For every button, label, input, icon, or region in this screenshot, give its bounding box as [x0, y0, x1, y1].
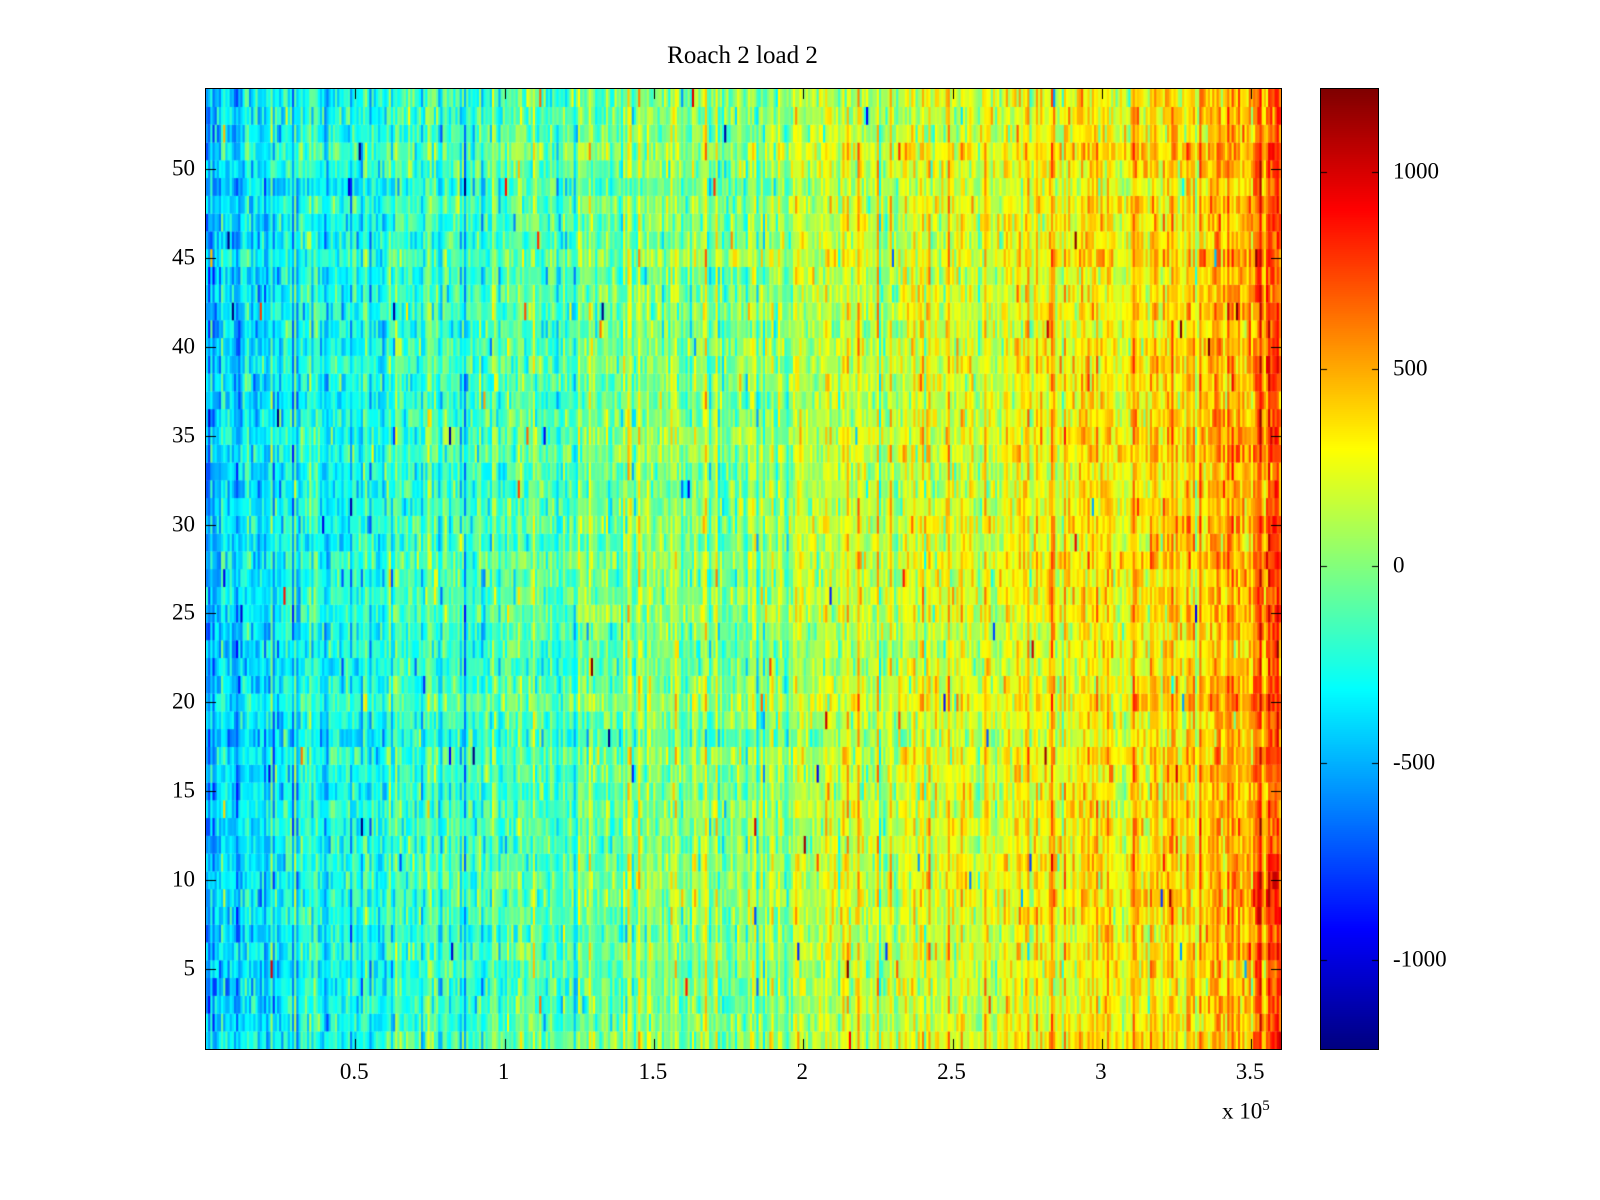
heatmap-canvas	[205, 88, 1282, 1050]
y-tick-label: 5	[183, 955, 196, 981]
x-axis-exponent-prefix: x 10	[1222, 1098, 1263, 1124]
colorbar-tick-label: 1000	[1393, 158, 1439, 184]
x-axis-exponent-label: x 105	[1222, 1098, 1270, 1125]
chart-title: Roach 2 load 2	[667, 42, 818, 69]
x-axis-exponent-value: 5	[1262, 1098, 1270, 1114]
y-tick-label: 35	[172, 422, 195, 448]
x-tick-label: 0.5	[339, 1059, 369, 1084]
x-tick-label: 1.5	[638, 1059, 668, 1084]
y-tick-label: 20	[172, 688, 195, 714]
x-tick-label: 2.5	[937, 1059, 966, 1084]
colorbar-canvas	[1320, 88, 1379, 1050]
colorbar-tick-label: -500	[1393, 749, 1436, 775]
x-tick-label: 3.5	[1235, 1059, 1265, 1084]
y-tick-label: 40	[172, 333, 195, 359]
y-tick-label: 50	[172, 155, 195, 181]
colorbar-tick-label: 0	[1393, 552, 1405, 578]
y-tick-label: 30	[172, 511, 195, 537]
x-tick-label: 1	[497, 1059, 510, 1084]
colorbar-tick-label: -1000	[1393, 946, 1447, 972]
colorbar-tick-label: 500	[1393, 355, 1428, 381]
y-tick-label: 15	[172, 777, 195, 803]
x-tick-label: 3	[1095, 1059, 1107, 1084]
y-tick-label: 45	[172, 244, 195, 270]
y-tick-label: 10	[172, 866, 195, 892]
x-tick-label: 2	[796, 1059, 808, 1084]
y-tick-label: 25	[172, 599, 195, 625]
